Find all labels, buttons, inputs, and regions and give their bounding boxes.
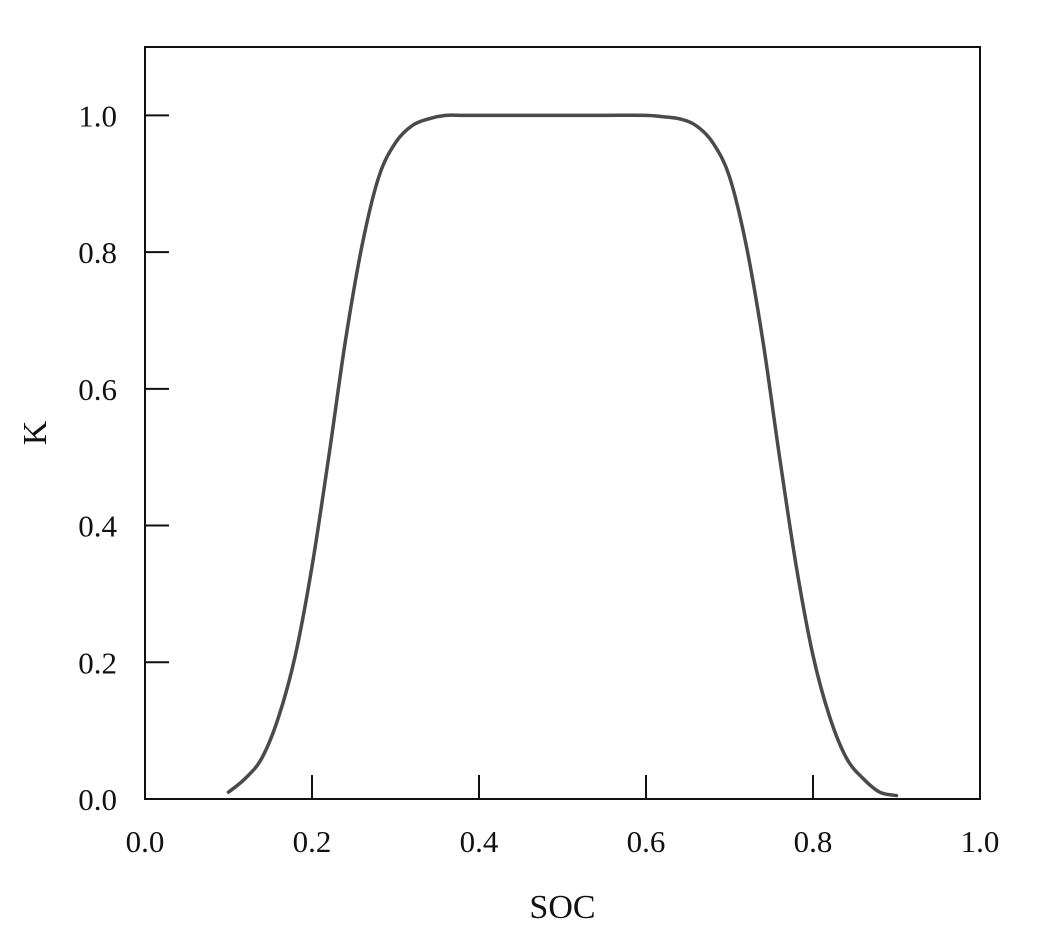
y-axis-title: K bbox=[17, 420, 54, 445]
y-tick-label: 0.2 bbox=[78, 645, 117, 680]
y-tick-label: 0.0 bbox=[78, 782, 117, 817]
x-tick-label: 0.4 bbox=[460, 824, 499, 859]
x-tick-label: 1.0 bbox=[961, 824, 1000, 859]
tick-labels-layer: 0.0 0.2 0.4 0.6 0.8 1.0 0.0 0.2 0.4 0.6 0.8 1.0 bbox=[78, 98, 999, 859]
x-tick-label: 0.2 bbox=[293, 824, 332, 859]
y-tick-label: 1.0 bbox=[78, 98, 117, 133]
x-tick-label: 0.6 bbox=[627, 824, 666, 859]
x-tick-label: 0.0 bbox=[126, 824, 165, 859]
series-curve bbox=[226, 113, 899, 798]
y-tick-label: 0.6 bbox=[78, 372, 117, 407]
x-tick-label: 0.8 bbox=[794, 824, 833, 859]
ticks-layer bbox=[144, 114, 981, 800]
plot-frame bbox=[144, 46, 981, 800]
x-axis-title: SOC bbox=[529, 889, 595, 926]
y-tick-label: 0.8 bbox=[78, 235, 117, 270]
y-tick-label: 0.4 bbox=[78, 509, 117, 544]
